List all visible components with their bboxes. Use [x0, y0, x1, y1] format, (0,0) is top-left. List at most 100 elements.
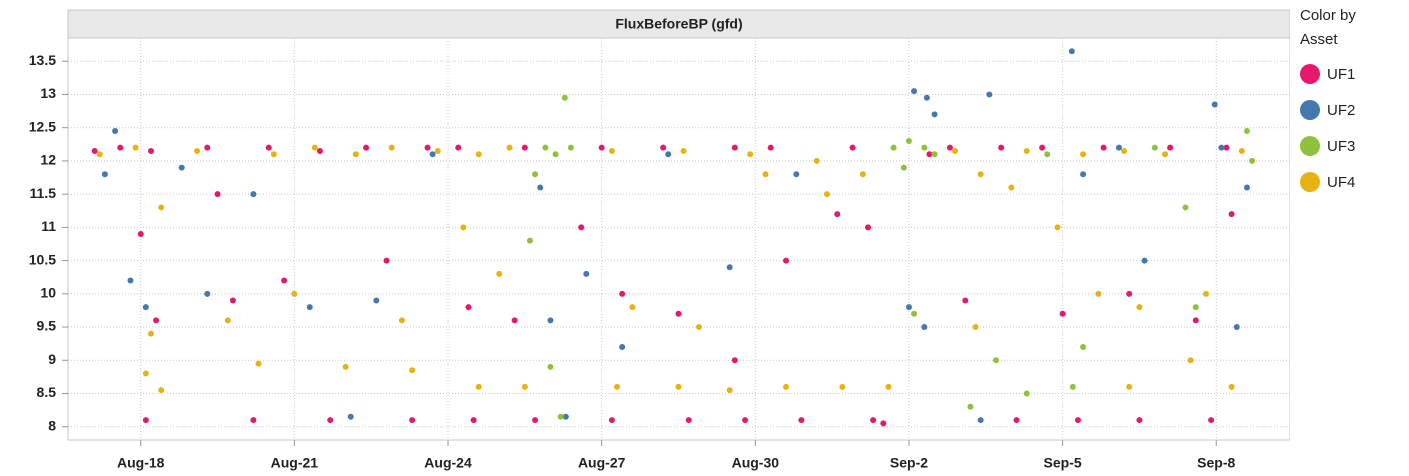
point: [542, 144, 549, 151]
legend-swatch: [1300, 64, 1320, 84]
legend-item: UF1: [1300, 56, 1400, 92]
point: [373, 297, 380, 304]
point: [614, 383, 621, 390]
point: [1238, 147, 1245, 154]
x-tick-label: Aug-30: [732, 455, 780, 471]
legend-item: UF4: [1300, 164, 1400, 200]
point: [1162, 151, 1169, 158]
point: [993, 357, 1000, 364]
point: [409, 417, 416, 424]
point: [1069, 383, 1076, 390]
point: [532, 417, 539, 424]
point: [1121, 147, 1128, 154]
point: [455, 144, 462, 151]
y-tick-label: 8.5: [37, 384, 57, 400]
point: [608, 417, 615, 424]
point: [562, 413, 569, 420]
point: [204, 144, 211, 151]
point: [849, 144, 856, 151]
title-bar: [67, 9, 1290, 39]
point: [870, 417, 877, 424]
point: [1074, 417, 1081, 424]
point: [1080, 343, 1087, 350]
y-tick-label: 12.5: [29, 118, 56, 134]
point: [511, 317, 518, 324]
point: [1218, 144, 1225, 151]
legend-item: UF2: [1300, 92, 1400, 128]
y-tick-label: 11: [41, 218, 56, 234]
point: [552, 151, 559, 158]
legend-label: UF1: [1327, 65, 1356, 83]
point: [270, 151, 277, 158]
point: [813, 157, 820, 164]
point: [147, 330, 154, 337]
point: [1243, 184, 1250, 191]
point: [214, 191, 221, 198]
point: [726, 264, 733, 271]
point: [931, 151, 938, 158]
point: [583, 270, 590, 277]
point: [890, 144, 897, 151]
point: [798, 417, 805, 424]
point: [158, 387, 165, 394]
point: [952, 147, 959, 154]
legend-label: UF2: [1327, 101, 1356, 119]
point: [142, 370, 149, 377]
point: [793, 171, 800, 178]
point: [327, 417, 334, 424]
point: [1080, 171, 1087, 178]
point: [127, 277, 134, 284]
point: [1208, 417, 1215, 424]
point: [521, 144, 528, 151]
y-tick-label: 13.5: [29, 52, 56, 68]
legend-swatch: [1300, 172, 1320, 192]
y-tick-label: 9.5: [37, 318, 57, 334]
point: [1054, 224, 1061, 231]
point: [383, 257, 390, 264]
point: [629, 304, 636, 311]
point: [619, 343, 626, 350]
legend-swatch: [1300, 100, 1320, 120]
point: [147, 147, 154, 154]
point: [1023, 390, 1030, 397]
point: [900, 164, 907, 171]
point: [675, 383, 682, 390]
point: [695, 324, 702, 331]
point: [311, 144, 318, 151]
point: [1223, 144, 1230, 151]
x-tick-label: Aug-27: [578, 455, 626, 471]
point: [880, 420, 887, 427]
marks: [91, 48, 1256, 427]
point: [567, 144, 574, 151]
point: [132, 144, 139, 151]
point: [1228, 383, 1235, 390]
point: [1080, 151, 1087, 158]
point: [1126, 383, 1133, 390]
point: [250, 417, 257, 424]
point: [460, 224, 467, 231]
point: [342, 363, 349, 370]
point: [783, 257, 790, 264]
point: [1167, 144, 1174, 151]
legend-title: Color by Asset: [1300, 7, 1356, 48]
point: [409, 367, 416, 374]
point: [1039, 144, 1046, 151]
point: [864, 224, 871, 231]
point: [660, 144, 667, 151]
point: [767, 144, 774, 151]
point: [1243, 128, 1250, 135]
point: [1211, 101, 1218, 108]
y-tick-label: 10: [40, 285, 56, 301]
point: [194, 147, 201, 154]
point: [526, 237, 533, 244]
point: [675, 310, 682, 317]
point: [967, 403, 974, 410]
point: [885, 383, 892, 390]
point: [112, 128, 119, 135]
legend-swatch: [1300, 136, 1320, 156]
point: [101, 171, 108, 178]
point: [911, 310, 918, 317]
point: [178, 164, 185, 171]
point: [1100, 144, 1107, 151]
point: [475, 151, 482, 158]
